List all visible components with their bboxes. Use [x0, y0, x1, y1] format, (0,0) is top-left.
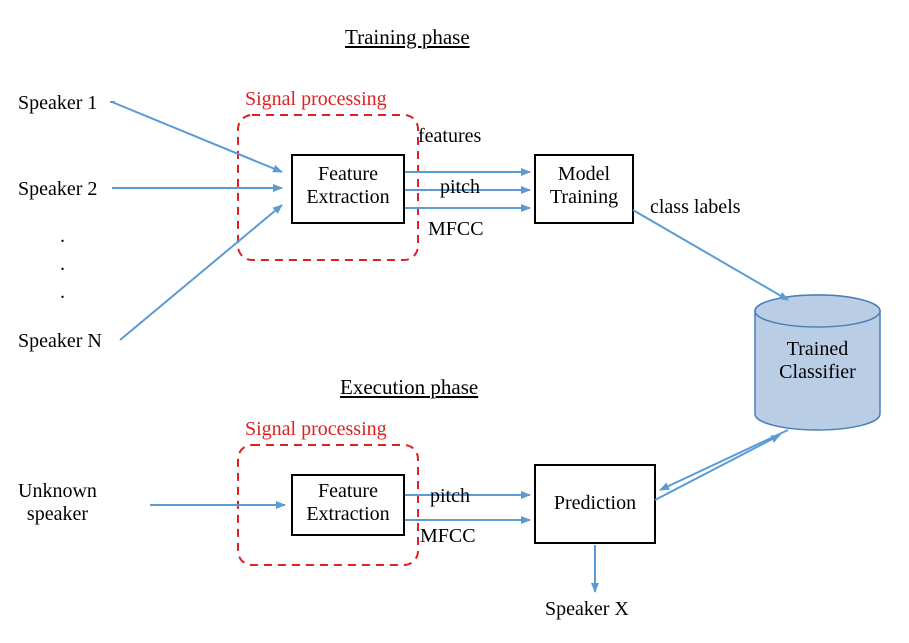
speaker-2-label: Speaker 2 — [18, 178, 97, 201]
pitch-label-top: pitch — [440, 176, 480, 199]
unknown-speaker-label: Unknown speaker — [18, 480, 97, 526]
speaker-n-label: Speaker N — [18, 330, 102, 353]
speaker-x-label: Speaker X — [545, 598, 629, 621]
mfcc-label-bottom: MFCC — [420, 525, 476, 548]
speaker-1-label: Speaker 1 — [18, 92, 97, 115]
trained-classifier-cylinder: Trained Classifier — [755, 338, 880, 384]
prediction-box: Prediction — [535, 492, 655, 515]
ellipsis-dot: . — [60, 281, 65, 304]
ellipsis-dot: . — [60, 225, 65, 248]
signal-processing-label-bottom: Signal processing — [245, 418, 387, 441]
model-training-box: Model Training — [535, 163, 633, 209]
signal-processing-label-top: Signal processing — [245, 88, 387, 111]
feature-extraction-box-top: Feature Extraction — [292, 163, 404, 209]
class-labels-label: class labels — [650, 196, 741, 219]
title-training-phase: Training phase — [345, 25, 470, 50]
mfcc-label-top: MFCC — [428, 218, 484, 241]
feature-extraction-box-bottom: Feature Extraction — [292, 480, 404, 526]
title-execution-phase: Execution phase — [340, 375, 478, 400]
features-label: features — [418, 125, 481, 148]
ellipsis-dot: . — [60, 253, 65, 276]
pitch-label-bottom: pitch — [430, 485, 470, 508]
